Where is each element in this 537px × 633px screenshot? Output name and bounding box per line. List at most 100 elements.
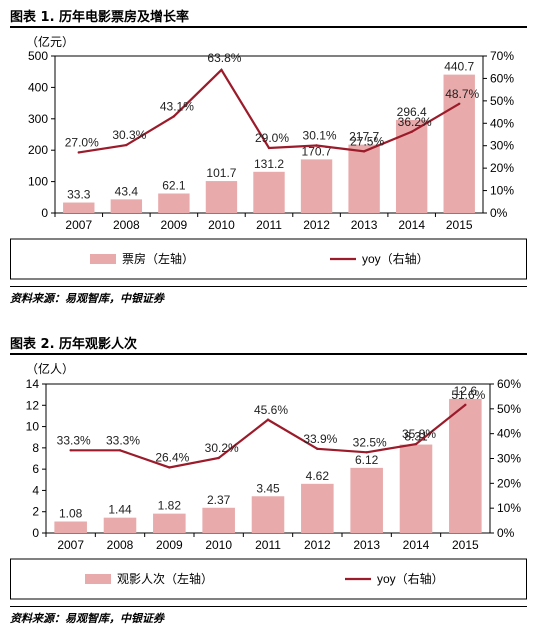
chart-2-yoy-point bbox=[118, 449, 122, 452]
chart-1-bar-label: 131.2 bbox=[254, 157, 284, 171]
chart-2-left-tick-label: 4 bbox=[32, 483, 39, 497]
chart-2-bar-label: 1.44 bbox=[108, 503, 132, 517]
chart-1-yoy-point bbox=[125, 143, 128, 147]
chart-2-bar-label: 1.82 bbox=[158, 499, 182, 513]
chart-2-yoy-label: 51.6% bbox=[451, 388, 485, 402]
chart-2-left-tick-label: 6 bbox=[32, 462, 39, 476]
chart-1-yoy-point bbox=[267, 146, 271, 150]
chart-1-x-tick-label: 2013 bbox=[351, 218, 378, 232]
chart-2-right-tick-label: 60% bbox=[497, 377, 521, 391]
chart-2-left-tick-label: 12 bbox=[26, 398, 40, 412]
chart-2-right-tick-label: 50% bbox=[497, 402, 521, 416]
chart-1-yoy-point bbox=[172, 115, 176, 118]
chart-1-x-tick-label: 2015 bbox=[446, 218, 473, 232]
chart-1-yoy-label: 63.8% bbox=[207, 51, 241, 65]
chart-2-yoy-label: 33.3% bbox=[57, 433, 91, 447]
chart-1-legend-bar-label: 票房（左轴） bbox=[122, 251, 194, 266]
chart-1-x-tick-label: 2011 bbox=[256, 218, 282, 232]
chart-2-left-tick-label: 14 bbox=[26, 377, 40, 391]
chart-2-x-tick-label: 2008 bbox=[107, 538, 134, 552]
chart-1-x-tick-label: 2014 bbox=[398, 218, 425, 232]
chart-2-bar bbox=[301, 483, 334, 533]
chart-2-bar-label: 1.08 bbox=[59, 507, 83, 521]
chart-1-bar-label: 217.7 bbox=[349, 130, 379, 144]
chart-1-yoy-label: 29.0% bbox=[255, 131, 289, 145]
chart-1-bar-label: 33.3 bbox=[67, 188, 91, 202]
chart-2-x-tick-label: 2010 bbox=[205, 538, 232, 552]
chart-2-yoy-label: 32.5% bbox=[353, 435, 387, 449]
chart-2-bar-label: 6.12 bbox=[355, 453, 379, 467]
chart-1-yoy-label: 30.3% bbox=[112, 128, 146, 142]
chart-2-left-tick-label: 10 bbox=[26, 420, 40, 434]
chart-1-yoy-point bbox=[77, 151, 80, 154]
chart-1-x-tick-label: 2009 bbox=[161, 218, 188, 232]
chart-2-legend-frame bbox=[10, 558, 527, 600]
chart-2-right-tick-label: 0% bbox=[497, 526, 515, 540]
chart-2-yoy-label: 35.8% bbox=[402, 427, 436, 441]
chart-2-bar bbox=[449, 398, 482, 533]
chart-1-legend-line-label: yoy（右轴） bbox=[362, 251, 429, 266]
chart-2-bar-label: 3.45 bbox=[256, 481, 280, 495]
chart-2-yoy-label: 30.2% bbox=[205, 441, 239, 455]
chart-1-yoy-label: 48.7% bbox=[445, 87, 479, 101]
chart-1-right-tick-label: 10% bbox=[490, 184, 514, 198]
chart-1-right-tick-label: 70% bbox=[490, 49, 514, 63]
chart-2-bar-label: 12.6 bbox=[454, 384, 478, 398]
chart-1-right-tick-label: 50% bbox=[490, 94, 514, 108]
chart-2-legend-bar-swatch bbox=[85, 574, 111, 584]
chart-1-yoy-label: 27.5% bbox=[350, 134, 384, 148]
chart-1-bar bbox=[253, 171, 285, 213]
chart-1-left-tick-label: 0 bbox=[41, 206, 48, 220]
chart-2-bar-label: 2.37 bbox=[207, 493, 231, 507]
chart-2-yoy-label: 33.9% bbox=[303, 432, 337, 446]
chart-2-x-tick-label: 2011 bbox=[255, 538, 281, 552]
chart-2-x-tick-label: 2007 bbox=[57, 538, 84, 552]
chart-2-top-rule bbox=[10, 353, 527, 355]
chart-1-bar bbox=[300, 159, 333, 213]
chart-2-right-tick-label: 10% bbox=[497, 501, 521, 515]
chart-1-yoy-point bbox=[315, 144, 318, 147]
chart-1-x-tick-label: 2010 bbox=[208, 218, 235, 232]
chart-1-bar-label: 62.1 bbox=[162, 179, 186, 193]
chart-2-bar bbox=[202, 507, 235, 533]
chart-1-svg: （亿元） 0 100 200 300 400 500 0% 10% 20% 30% 40% 50% 60%… bbox=[10, 34, 527, 280]
chart-2-yoy-point bbox=[414, 442, 418, 446]
chart-2-left-tick-label: 0 bbox=[32, 526, 39, 540]
chart-2-legend-bar-label: 观影人次（左轴） bbox=[117, 571, 213, 586]
chart-2-left-tick-label: 2 bbox=[32, 505, 39, 519]
chart-1-panel: （亿元） 0 100 200 300 400 500 0% 10% 20% 30% 40% 50% 60%… bbox=[10, 28, 527, 285]
chart-1-legend-bar-swatch bbox=[90, 254, 116, 264]
chart-1-yoy-label: 30.1% bbox=[303, 128, 337, 142]
chart-1-title: 图表 1. 历年电影票房及增长率 bbox=[10, 10, 190, 25]
chart-2-bar bbox=[153, 513, 186, 533]
chart-2-yoy-point bbox=[168, 466, 171, 469]
chart-2-panel: （亿人） 0 2 4 6 8 10 12 14 0% 10% 20% 30% 40% 50% 60% 2007 2… bbox=[10, 355, 527, 605]
chart-2-svg: （亿人） 0 2 4 6 8 10 12 14 0% 10% 20% 30% 40% 50% 60% 2007 2… bbox=[10, 361, 527, 600]
chart-2-x-tick-label: 2015 bbox=[452, 538, 479, 552]
chart-2-x-tick-label: 2013 bbox=[353, 538, 380, 552]
chart-1-bar-label: 440.7 bbox=[444, 60, 474, 74]
chart-2-bar bbox=[251, 496, 285, 533]
chart-1-yoy-point bbox=[362, 150, 366, 153]
chart-2-yoy-point bbox=[217, 456, 220, 460]
chart-2-yoy-label: 45.6% bbox=[254, 403, 288, 417]
chart-1-bar bbox=[63, 202, 95, 213]
chart-1-right-tick-label: 60% bbox=[490, 71, 514, 85]
chart-2-left-unit-label: （亿人） bbox=[26, 361, 74, 376]
chart-1-bar bbox=[110, 199, 143, 213]
chart-1-x-tick-label: 2008 bbox=[113, 218, 140, 232]
chart-1-right-tick-label: 20% bbox=[490, 161, 514, 175]
chart-2-x-tick-label: 2014 bbox=[403, 538, 430, 552]
chart-1-right-tick-label: 30% bbox=[490, 139, 514, 153]
chart-1-bar bbox=[158, 193, 190, 213]
chart-1-bar-label: 101.7 bbox=[206, 166, 236, 180]
chart-1-x-tick-label: 2007 bbox=[65, 218, 92, 232]
chart-2-legend-line-label: yoy（右轴） bbox=[377, 571, 444, 586]
chart-2-right-tick-label: 40% bbox=[497, 427, 521, 441]
chart-2-left-tick-label: 8 bbox=[32, 441, 39, 455]
chart-1-yoy-point bbox=[410, 130, 413, 134]
chart-2-yoy-point bbox=[464, 403, 467, 407]
chart-1-yoy-label: 27.0% bbox=[65, 135, 99, 149]
chart-2-bar-label: 4.62 bbox=[306, 469, 330, 483]
chart-1-bar-label: 43.4 bbox=[115, 184, 139, 198]
